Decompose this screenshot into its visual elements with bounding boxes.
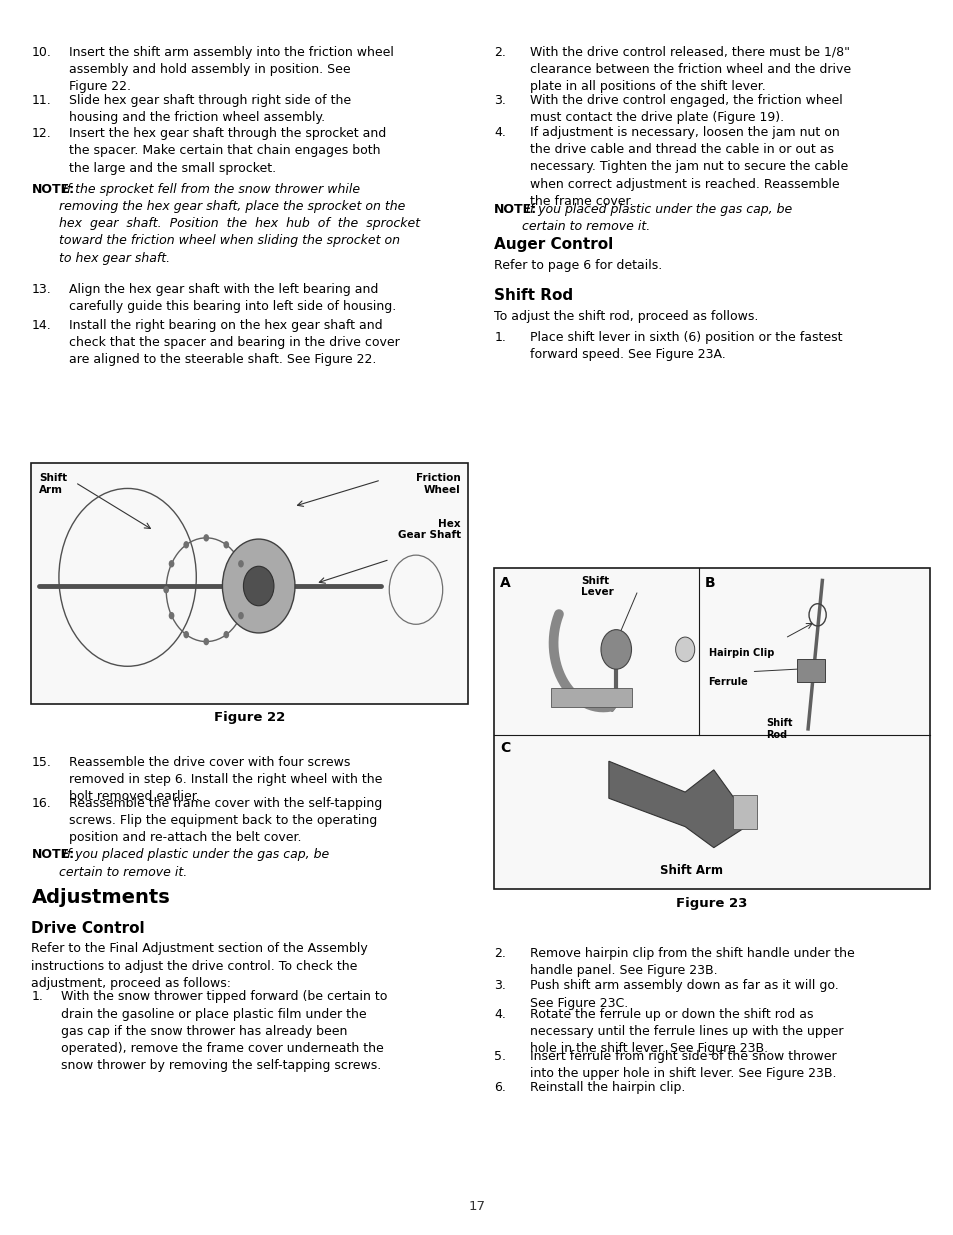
Text: 10.: 10. [31, 46, 51, 59]
Circle shape [238, 613, 244, 620]
Text: Shift
Rod: Shift Rod [765, 719, 792, 740]
Text: Friction
Wheel: Friction Wheel [416, 473, 460, 494]
Text: 14.: 14. [31, 319, 51, 332]
Bar [732, 794, 756, 829]
Text: Refer to page 6 for details.: Refer to page 6 for details. [494, 259, 661, 273]
Text: 1.: 1. [494, 331, 505, 345]
Text: 2.: 2. [494, 947, 505, 961]
Text: If you placed plastic under the gas cap, be
certain to remove it.: If you placed plastic under the gas cap,… [59, 848, 329, 878]
Text: C: C [499, 741, 510, 756]
Text: 5.: 5. [494, 1050, 506, 1063]
Text: Adjustments: Adjustments [31, 888, 170, 906]
Text: Refer to the Final Adjustment section of the Assembly
instructions to adjust the: Refer to the Final Adjustment section of… [31, 942, 368, 989]
Text: With the snow thrower tipped forward (be certain to
drain the gasoline or place : With the snow thrower tipped forward (be… [61, 990, 387, 1072]
Text: 3.: 3. [494, 94, 505, 107]
Circle shape [238, 561, 244, 568]
Text: If adjustment is necessary, loosen the jam nut on
the drive cable and thread the: If adjustment is necessary, loosen the j… [530, 126, 848, 207]
Bar [494, 568, 929, 889]
Text: Insert the shift arm assembly into the friction wheel
assembly and hold assembly: Insert the shift arm assembly into the f… [69, 46, 394, 93]
Text: 3.: 3. [494, 979, 505, 993]
Text: Shift Rod: Shift Rod [494, 288, 573, 303]
Text: Reassemble the drive cover with four screws
removed in step 6. Install the right: Reassemble the drive cover with four scr… [69, 756, 381, 803]
Circle shape [183, 541, 189, 548]
Circle shape [169, 561, 174, 568]
Circle shape [243, 587, 249, 594]
Text: 4.: 4. [494, 1008, 505, 1021]
Text: Rotate the ferrule up or down the shift rod as
necessary until the ferrule lines: Rotate the ferrule up or down the shift … [530, 1008, 843, 1055]
Text: With the drive control engaged, the friction wheel
must contact the drive plate : With the drive control engaged, the fric… [530, 94, 842, 124]
Text: Install the right bearing on the hex gear shaft and
check that the spacer and be: Install the right bearing on the hex gea… [69, 319, 399, 366]
Circle shape [183, 631, 189, 638]
Text: Shift
Arm: Shift Arm [39, 473, 67, 494]
Text: 11.: 11. [31, 94, 51, 107]
Polygon shape [608, 761, 751, 847]
Circle shape [169, 613, 174, 620]
Text: NOTE:: NOTE: [31, 183, 74, 196]
Text: 4.: 4. [494, 126, 505, 140]
Text: B: B [704, 576, 715, 589]
Circle shape [600, 630, 631, 669]
Text: A: A [499, 576, 510, 589]
Text: Push shift arm assembly down as far as it will go.
See Figure 23C.: Push shift arm assembly down as far as i… [530, 979, 839, 1009]
Text: 2.: 2. [494, 46, 505, 59]
Text: 1.: 1. [31, 990, 43, 1004]
Bar [550, 688, 631, 708]
Text: If the sprocket fell from the snow thrower while
removing the hex gear shaft, pl: If the sprocket fell from the snow throw… [59, 183, 420, 264]
Text: Remove hairpin clip from the shift handle under the
handle panel. See Figure 23B: Remove hairpin clip from the shift handl… [530, 947, 854, 977]
Text: To adjust the shift rod, proceed as follows.: To adjust the shift rod, proceed as foll… [494, 310, 758, 324]
Text: Figure 23: Figure 23 [676, 897, 747, 910]
Circle shape [243, 566, 274, 606]
Text: Reassemble the frame cover with the self-tapping
screws. Flip the equipment back: Reassemble the frame cover with the self… [69, 797, 381, 844]
Text: NOTE:: NOTE: [494, 203, 537, 216]
Text: Hairpin Clip: Hairpin Clip [708, 648, 773, 658]
Text: With the drive control released, there must be 1/8"
clearance between the fricti: With the drive control released, there m… [530, 46, 851, 93]
Text: Hex
Gear Shaft: Hex Gear Shaft [397, 519, 460, 540]
Text: 17: 17 [468, 1200, 485, 1214]
Circle shape [223, 631, 229, 638]
Text: 12.: 12. [31, 127, 51, 141]
Circle shape [675, 637, 694, 662]
Text: If you placed plastic under the gas cap, be
certain to remove it.: If you placed plastic under the gas cap,… [521, 203, 791, 232]
Text: Place shift lever in sixth (6) position or the fastest
forward speed. See Figure: Place shift lever in sixth (6) position … [530, 331, 842, 361]
Bar [31, 463, 468, 704]
Text: Insert ferrule from right side of the snow thrower
into the upper hole in shift : Insert ferrule from right side of the sn… [530, 1050, 836, 1079]
Text: Reinstall the hairpin clip.: Reinstall the hairpin clip. [530, 1081, 685, 1094]
Text: NOTE:: NOTE: [31, 848, 74, 862]
Circle shape [163, 587, 169, 594]
Text: 13.: 13. [31, 283, 51, 296]
Text: 15.: 15. [31, 756, 51, 769]
Circle shape [222, 540, 294, 632]
Text: Insert the hex gear shaft through the sprocket and
the spacer. Make certain that: Insert the hex gear shaft through the sp… [69, 127, 386, 174]
Text: Align the hex gear shaft with the left bearing and
carefully guide this bearing : Align the hex gear shaft with the left b… [69, 283, 395, 312]
Circle shape [223, 541, 229, 548]
Text: Drive Control: Drive Control [31, 921, 145, 936]
Text: Auger Control: Auger Control [494, 237, 613, 252]
Text: 16.: 16. [31, 797, 51, 810]
Text: Figure 22: Figure 22 [214, 711, 285, 725]
Text: Shift
Lever: Shift Lever [580, 576, 614, 597]
Text: Ferrule: Ferrule [708, 677, 747, 687]
Text: 6.: 6. [494, 1081, 505, 1094]
Circle shape [203, 534, 209, 541]
Circle shape [203, 637, 209, 645]
Text: Slide hex gear shaft through right side of the
housing and the friction wheel as: Slide hex gear shaft through right side … [69, 94, 351, 124]
Bar [796, 659, 824, 682]
Text: Shift Arm: Shift Arm [659, 863, 722, 877]
